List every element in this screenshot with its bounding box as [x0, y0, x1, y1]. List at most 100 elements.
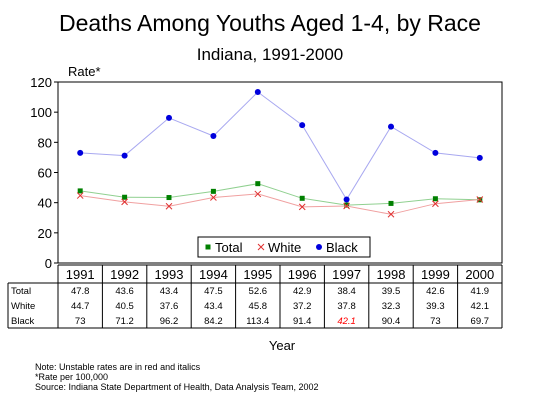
note-rate: *Rate per 100,000 [35, 372, 109, 382]
chart-subtitle: Indiana, 1991-2000 [196, 45, 344, 64]
table-cell: 39.5 [382, 286, 401, 297]
table-cell: 42.6 [426, 286, 445, 297]
table-cell: 43.6 [115, 286, 134, 297]
table-cell: 43.4 [204, 301, 223, 312]
table-cell: 42.1 [471, 301, 490, 312]
data-point-total [122, 194, 128, 200]
y-tick-label: 60 [38, 166, 52, 181]
legend-marker-black [316, 244, 322, 250]
table-cell: 73 [430, 316, 441, 327]
data-point-white [210, 194, 217, 201]
table-cell: 113.4 [246, 316, 269, 327]
series-line-white [80, 193, 480, 215]
table-cell: 44.7 [71, 301, 90, 312]
table-cell-unstable: 42.1 [337, 316, 356, 327]
legend-box [197, 236, 371, 258]
table-cell: 37.8 [337, 301, 356, 312]
x-tick-label: 1991 [66, 267, 95, 282]
x-tick-label: 1998 [377, 267, 406, 282]
data-point-total [77, 188, 83, 194]
table-cell: 71.2 [115, 316, 134, 327]
table-cell: 52.6 [249, 286, 268, 297]
data-point-total [299, 195, 305, 201]
y-axis: 0 20 40 60 80 100 120 [30, 75, 58, 271]
footnotes: Note: Unstable rates are in red and ital… [35, 362, 319, 392]
data-point-total [255, 181, 261, 187]
data-point-black [254, 88, 261, 95]
table-cell: 91.4 [293, 316, 312, 327]
data-table: 1991 1992 1993 1994 1995 1996 1997 1998 1999 2000… [7, 264, 503, 329]
data-point-total [432, 196, 438, 202]
x-tick-label: 1994 [199, 267, 228, 282]
data-point-total [388, 200, 394, 206]
table-cell: 37.6 [160, 301, 179, 312]
y-tick-label: 80 [38, 135, 52, 150]
legend-label-black: Black [326, 240, 358, 255]
series-line-black [80, 91, 480, 201]
data-point-white [254, 190, 262, 198]
series-line-total [80, 183, 480, 206]
note-unstable: Note: Unstable rates are in red and ital… [35, 362, 201, 372]
data-point-white [387, 210, 395, 218]
table-cell: 32.3 [382, 301, 401, 312]
data-point-black [432, 149, 439, 156]
table-cell: 38.4 [337, 286, 356, 297]
data-point-black [299, 122, 306, 129]
x-tick-label: 2000 [465, 267, 494, 282]
table-cell: 39.3 [426, 301, 445, 312]
chart-title: Deaths Among Youths Aged 1-4, by Race [59, 10, 481, 36]
series-layer [76, 88, 484, 218]
data-point-black [343, 196, 350, 203]
legend-label-white: White [268, 240, 301, 255]
x-tick-label: 1999 [421, 267, 450, 282]
y-tick-label: 20 [38, 226, 52, 241]
data-point-black [166, 114, 172, 121]
y-tick-label: 0 [45, 256, 52, 271]
x-tick-label: 1996 [288, 267, 317, 282]
table-row-label-black: Black [11, 316, 34, 327]
y-tick-label: 40 [38, 196, 52, 211]
data-point-black [388, 123, 394, 130]
table-cell: 73 [75, 316, 86, 327]
data-point-black [121, 152, 128, 159]
table-cell: 42.9 [293, 286, 312, 297]
table-cell: 47.5 [204, 286, 223, 297]
table-cell: 69.7 [471, 316, 490, 327]
y-tick-label: 100 [30, 105, 52, 120]
x-tick-label: 1992 [110, 267, 139, 282]
x-tick-label: 1995 [243, 267, 272, 282]
table-row-label-total: Total [11, 286, 31, 297]
data-point-white [343, 202, 350, 210]
table-cell: 40.5 [115, 301, 134, 312]
legend: Total White Black [197, 236, 371, 258]
data-point-black [77, 149, 84, 156]
table-cell: 37.2 [293, 301, 312, 312]
table-cell: 45.8 [249, 301, 268, 312]
y-tick-label: 120 [30, 75, 52, 90]
legend-marker-total [205, 244, 211, 250]
data-point-white [76, 192, 84, 199]
x-tick-label: 1993 [155, 267, 184, 282]
table-row-label-white: White [11, 301, 35, 312]
table-cell: 90.4 [382, 316, 401, 327]
data-point-total [166, 195, 172, 201]
table-cell: 84.2 [204, 316, 223, 327]
note-source: Source: Indiana State Department of Heal… [35, 382, 319, 392]
legend-label-total: Total [215, 240, 243, 255]
data-point-black [476, 154, 483, 161]
data-point-total [344, 202, 350, 208]
data-point-white [298, 203, 306, 211]
table-cell: 96.2 [160, 316, 179, 327]
table-cell: 41.9 [471, 286, 490, 297]
table-cell: 43.4 [160, 286, 179, 297]
data-point-white [121, 198, 128, 206]
x-axis-title: Year [269, 338, 296, 353]
y-axis-title: Rate* [68, 64, 101, 79]
data-point-white [432, 200, 439, 208]
legend-marker-white [257, 243, 265, 251]
data-point-black [210, 132, 217, 139]
table-cell: 47.8 [71, 286, 90, 297]
data-point-white [476, 196, 484, 203]
data-point-white [165, 202, 173, 210]
